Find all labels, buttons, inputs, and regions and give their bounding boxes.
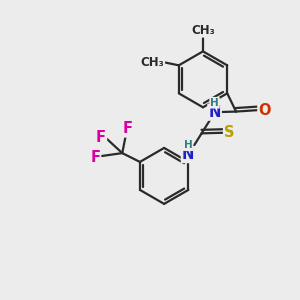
Text: F: F — [122, 122, 132, 136]
Text: N: N — [208, 105, 221, 120]
Text: N: N — [182, 147, 194, 162]
Text: S: S — [224, 125, 235, 140]
Text: CH₃: CH₃ — [191, 24, 215, 37]
Text: F: F — [90, 150, 100, 165]
Text: F: F — [96, 130, 106, 145]
Text: H: H — [210, 98, 219, 108]
Text: O: O — [258, 103, 271, 118]
Text: CH₃: CH₃ — [140, 56, 164, 69]
Text: H: H — [184, 140, 192, 150]
